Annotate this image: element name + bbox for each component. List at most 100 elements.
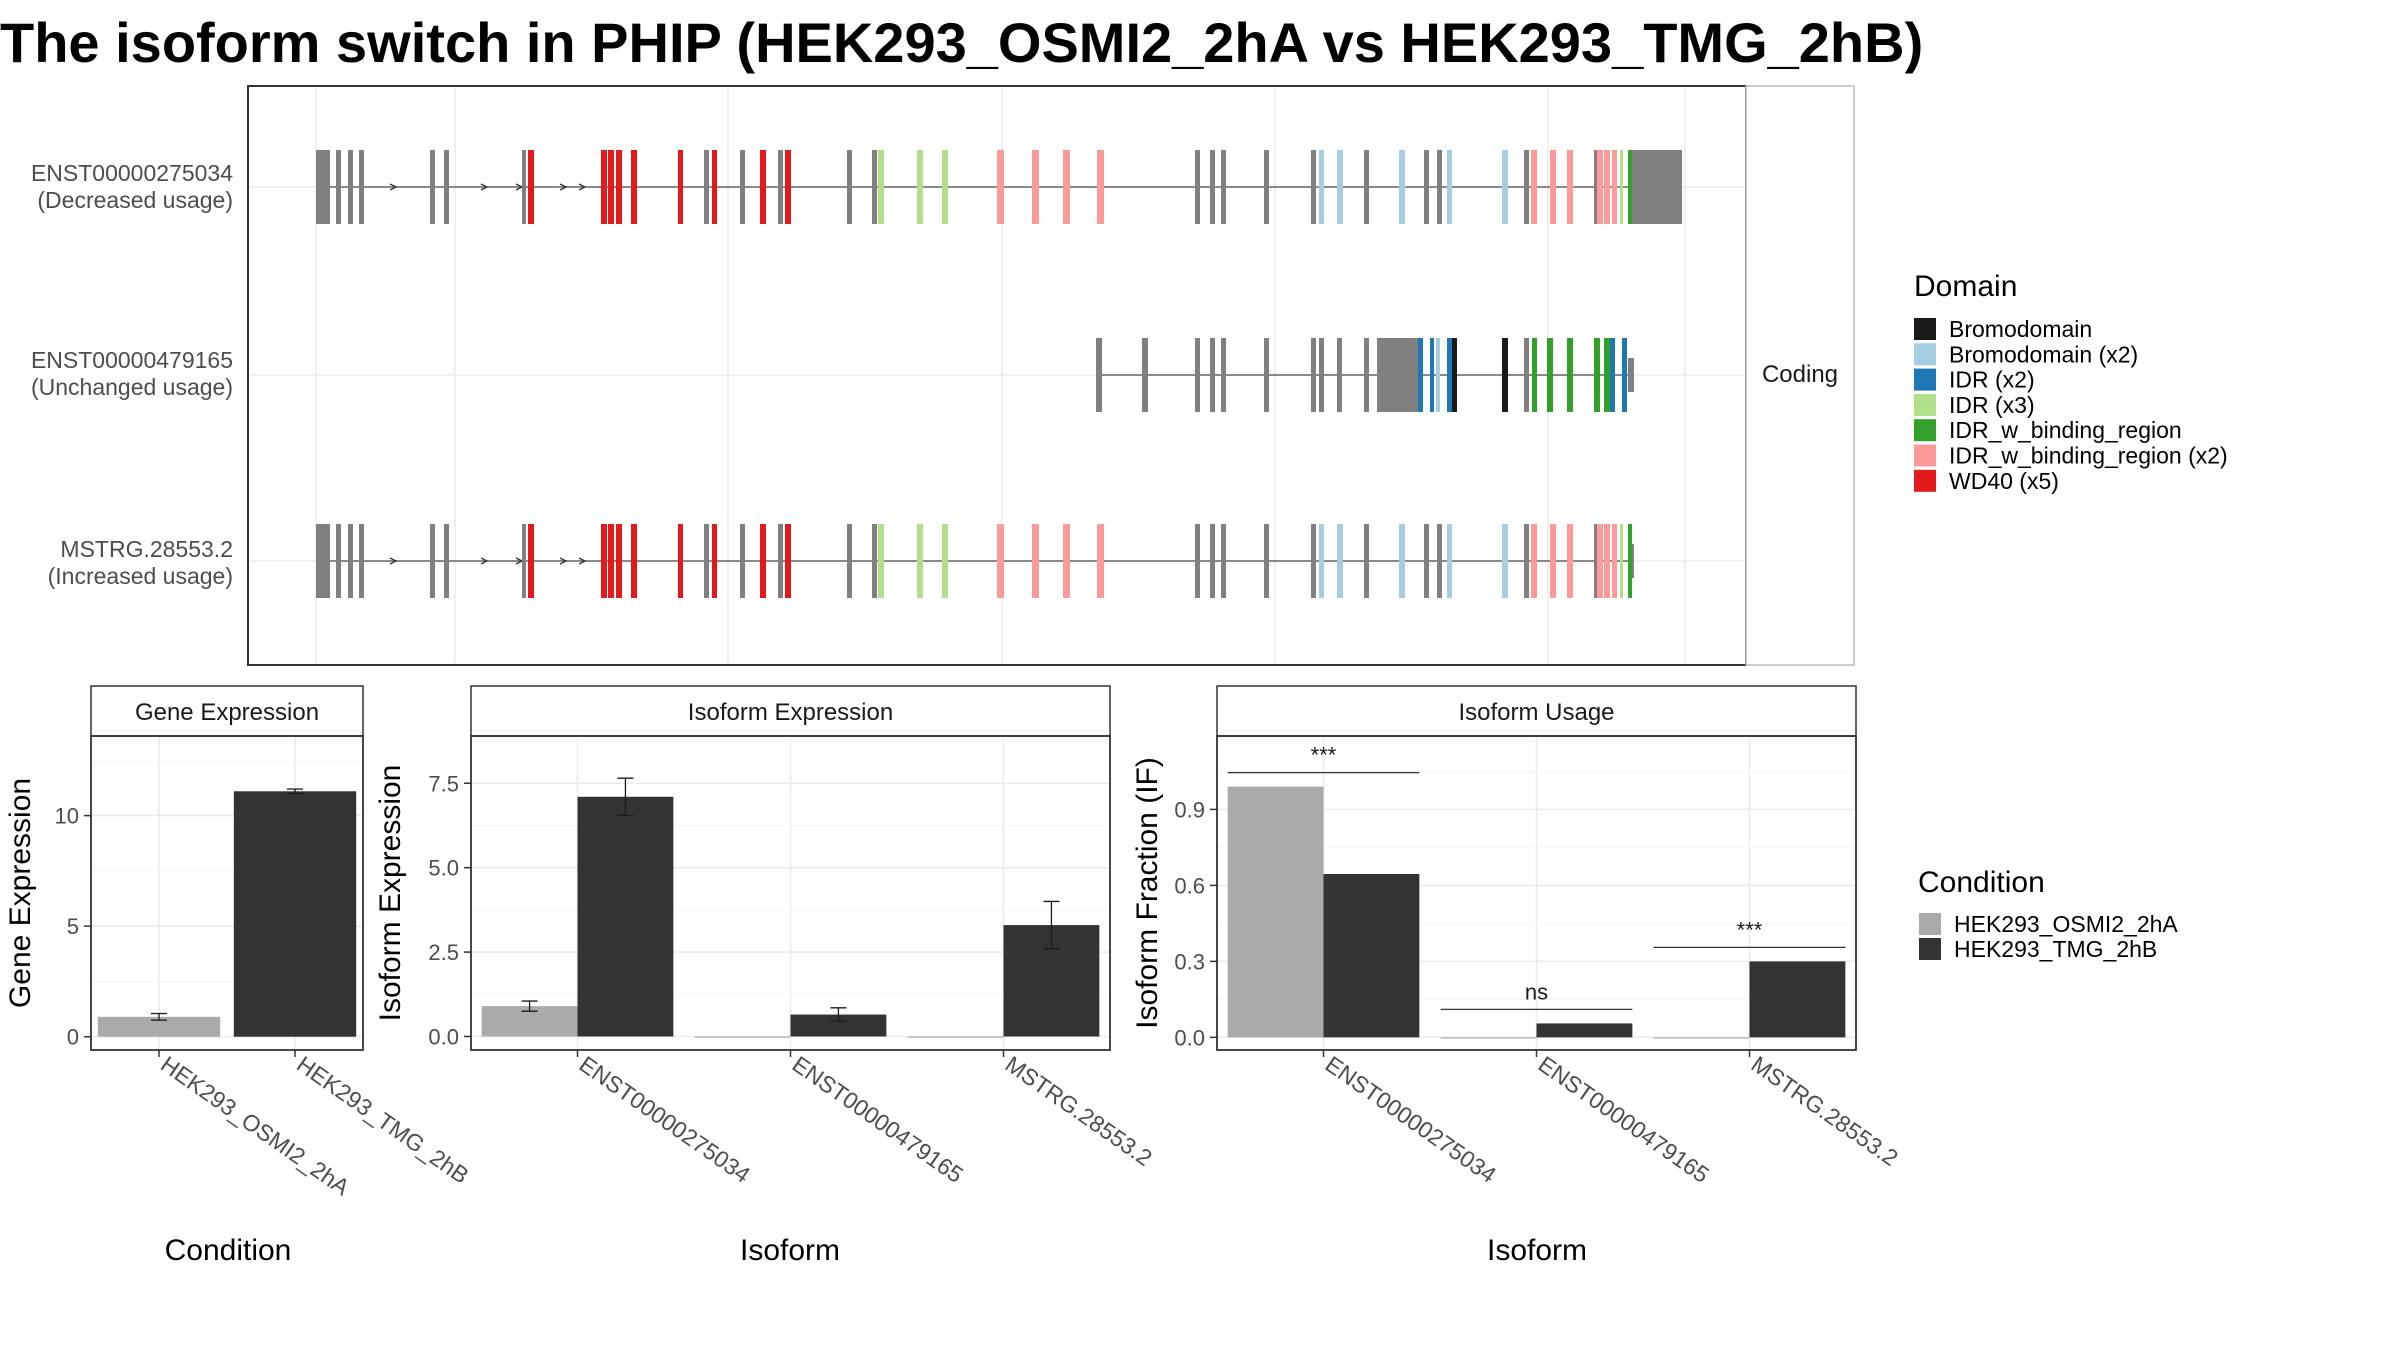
- x-tick-label: ENST00000275034: [1321, 1051, 1502, 1188]
- domain-block-wd40-x5: [528, 524, 534, 598]
- domain-block-idr-w-binding-region: [1547, 338, 1553, 412]
- domain-block-wd40-x5: [608, 524, 614, 598]
- y-tick-label: 0.0: [428, 1024, 459, 1049]
- domain-block-wd40-x5: [678, 150, 683, 224]
- domain-block-idr-x3: [917, 524, 923, 598]
- domain-block-idr-x3: [917, 150, 923, 224]
- exon-block: [1210, 524, 1215, 598]
- domain-block-wd40-x5: [785, 150, 791, 224]
- exon-block: [325, 150, 330, 224]
- exon-block: [872, 524, 877, 598]
- panel-strip: [470, 685, 1111, 737]
- domain-block-bromodomain-x2: [1319, 524, 1324, 598]
- domain-block-wd40-x5: [712, 150, 717, 224]
- y-tick-label: 0: [67, 1025, 79, 1050]
- significance-label: ***: [1737, 917, 1763, 942]
- strand-arrow: [578, 183, 587, 191]
- y-tick-label: 7.5: [428, 771, 459, 796]
- domain-block-idr-w-binding-region-x2: [1550, 524, 1556, 598]
- exon-block: [1096, 338, 1102, 412]
- utr-block: [1628, 358, 1634, 392]
- exon-block: [1437, 150, 1442, 224]
- exon-block: [1524, 524, 1529, 598]
- legend-label-condition-b: HEK293_TMG_2hB: [1954, 936, 2157, 962]
- exon-block: [1195, 524, 1200, 598]
- domain-block-idr-w-binding-region-x2: [1063, 524, 1070, 598]
- exon-block: [444, 150, 449, 224]
- domain-block-idr-w-binding-region: [1567, 338, 1573, 412]
- domain-block-idr-w-binding-region-x2: [1612, 150, 1617, 224]
- bar-hek293-tmg-2hb: [233, 791, 357, 1037]
- domain-block-wd40-x5: [631, 524, 637, 598]
- domain-block-idr-w-binding-region-x2: [1604, 150, 1610, 224]
- domain-legend-title: Domain: [1914, 270, 2017, 303]
- panel-strip: [90, 685, 364, 737]
- y-tick-label: 0.9: [1174, 797, 1205, 822]
- exon-block: [1524, 150, 1529, 224]
- condition-legend: Condition HEK293_OSMI2_2hA HEK293_TMG_2h…: [1918, 866, 2178, 962]
- utr-block: [316, 524, 325, 598]
- exon-block: [778, 150, 783, 224]
- strand-arrow: [480, 183, 489, 191]
- utr-block: [1628, 150, 1682, 224]
- isoform-usage-panel: Isoform Usage 0.0 0.3 0.6 0.9 *** ENST00000275…: [1131, 685, 1903, 1267]
- exon-block: [1424, 150, 1429, 224]
- domain-block-idr-w-binding-region-x2: [1550, 150, 1556, 224]
- bar-mstrg-28553-2-hek293-osmi2-2ha: [907, 1036, 1004, 1038]
- strand-arrow: [389, 557, 398, 565]
- domain-block-idr-w-binding-region-x2: [1604, 524, 1610, 598]
- domain-block-bromodomain: [1502, 338, 1508, 412]
- facet-strip: [1745, 85, 1855, 666]
- domain-block-wd40-x5: [760, 150, 766, 224]
- panel-border: [90, 735, 364, 1051]
- domain-block-idr-w-binding-region-x2: [1097, 524, 1104, 598]
- x-tick-label: MSTRG.28553.2: [1747, 1051, 1903, 1171]
- domain-block-idr-w-binding-region: [1628, 524, 1632, 598]
- legend-label-condition-a: HEK293_OSMI2_2hA: [1954, 911, 2178, 937]
- bar-enst00000275034-hek293-osmi2-2ha: [1227, 786, 1324, 1038]
- structure-tracks: [316, 150, 1682, 598]
- exon-block: [1195, 150, 1200, 224]
- strand-arrow: [389, 183, 398, 191]
- domain-block-bromodomain-x2: [1447, 150, 1452, 224]
- legend-swatch-idr-x3: [1914, 393, 1936, 416]
- exon-block: [1311, 150, 1316, 224]
- utr-block: [316, 150, 325, 224]
- x-tick-label: ENST00000479165: [1534, 1051, 1714, 1188]
- track-label-id: ENST00000479165: [31, 347, 233, 373]
- exon-block: [872, 150, 877, 224]
- domain-block-idr-x3: [942, 150, 948, 224]
- domain-block-wd40-x5: [785, 524, 791, 598]
- exon-block: [1311, 524, 1316, 598]
- domain-block-bromodomain-x2: [1502, 150, 1508, 224]
- domain-block-idr-x3: [878, 150, 884, 224]
- exon-block: [1364, 150, 1369, 224]
- exon-block: [348, 150, 353, 224]
- bar-mstrg-28553-2-hek293-osmi2-2ha: [1653, 1037, 1750, 1039]
- exon-block: [359, 150, 364, 224]
- transcript-structure-panel: Coding ENST00000275034 (Decreased usage)…: [31, 85, 1855, 666]
- domain-block-wd40-x5: [601, 524, 607, 598]
- domain-block-idr-x3: [878, 524, 884, 598]
- legend-label-idr-w-binding-region-x2: IDR_w_binding_region (x2): [1949, 443, 2228, 469]
- domain-block-idr-w-binding-region-x2: [1531, 150, 1537, 224]
- domain-block-wd40-x5: [601, 150, 607, 224]
- domain-block-idr-x2: [1622, 338, 1627, 412]
- x-axis-title: Isoform: [740, 1234, 840, 1267]
- domain-block-idr-w-binding-region-x2: [1032, 524, 1039, 598]
- domain-block-bromodomain-x2: [1337, 150, 1343, 224]
- x-tick-label: ENST00000479165: [788, 1051, 968, 1188]
- domain-block-wd40-x5: [616, 524, 622, 598]
- x-axis-title: Condition: [165, 1234, 292, 1267]
- domain-block-bromodomain-x2: [1399, 524, 1405, 598]
- track-label-id: ENST00000275034: [31, 160, 233, 186]
- exon-block: [522, 524, 526, 598]
- legend-swatch-condition-b: [1919, 938, 1941, 960]
- bar-mstrg-28553-2-hek293-tmg-2hb: [1749, 961, 1846, 1038]
- legend-label-idr-x2: IDR (x2): [1949, 367, 2035, 393]
- exon-block: [1311, 338, 1316, 412]
- exon-block: [847, 524, 852, 598]
- domain-block-wd40-x5: [631, 150, 637, 224]
- panel-title: Gene Expression: [135, 699, 319, 726]
